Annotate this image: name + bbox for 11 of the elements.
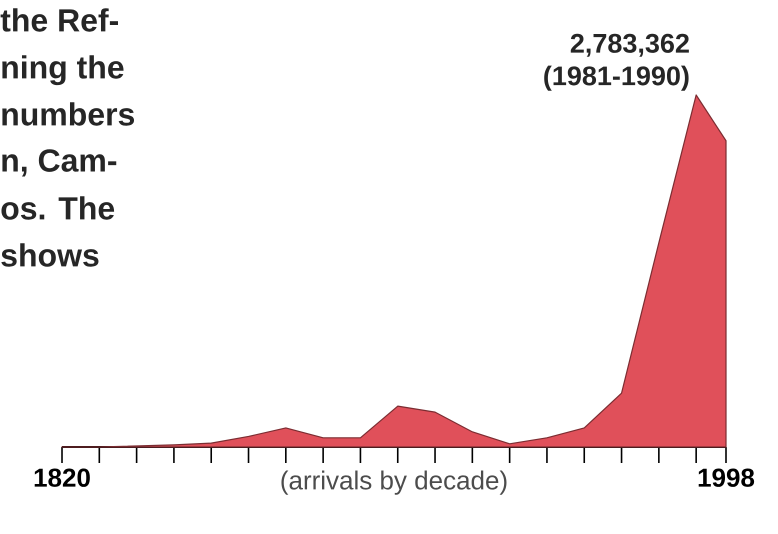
annotation: shows	[1, 243, 98, 267]
annotation: 2,783,362	[570, 34, 689, 57]
annotation: (1981-1990)	[544, 66, 689, 91]
x-tick-label: 1820	[34, 468, 90, 487]
annotation: numbers	[2, 102, 134, 126]
annotation: os. The	[1, 196, 114, 220]
x-axis-title: (arrivals by decade)	[281, 470, 506, 495]
x-tick-label: 1998	[698, 468, 754, 487]
text: ning the	[2, 55, 124, 86]
text: the Ref-	[0, 8, 118, 32]
annotation: n, Cam-	[2, 149, 116, 176]
